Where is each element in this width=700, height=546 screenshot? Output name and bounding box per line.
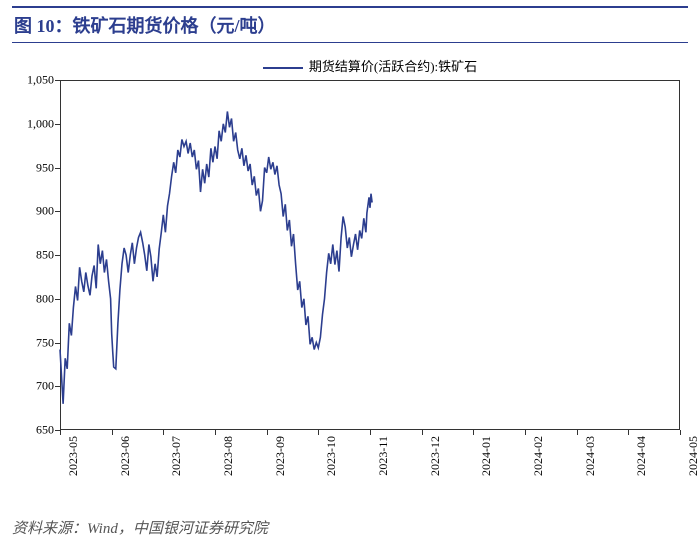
x-axis-tick — [525, 430, 526, 435]
y-axis-tick — [55, 80, 60, 81]
y-axis-label: 1,000 — [4, 116, 54, 131]
x-axis-label: 2023-06 — [118, 436, 133, 476]
y-axis-label: 950 — [4, 160, 54, 175]
x-axis-tick — [370, 430, 371, 435]
line-series — [60, 80, 680, 430]
x-axis-label: 2023-05 — [66, 436, 81, 476]
x-axis-tick — [680, 430, 681, 435]
x-axis-label: 2024-04 — [634, 436, 649, 476]
y-axis-label: 1,050 — [4, 73, 54, 88]
y-axis-tick — [55, 386, 60, 387]
y-axis-label: 750 — [4, 335, 54, 350]
x-axis-tick — [215, 430, 216, 435]
figure-container: 图 10：铁矿石期货价格（元/吨） 期货结算价(活跃合约):铁矿石 650700… — [0, 0, 700, 546]
x-axis-label: 2023-07 — [169, 436, 184, 476]
x-axis-tick — [422, 430, 423, 435]
x-axis-label: 2024-03 — [583, 436, 598, 476]
x-axis-label: 2023-12 — [428, 436, 443, 476]
x-axis-tick — [60, 430, 61, 435]
source-text: 资料来源：Wind，中国银河证券研究院 — [12, 517, 268, 538]
legend-label: 期货结算价(活跃合约):铁矿石 — [309, 59, 477, 74]
x-axis-label: 2023-10 — [324, 436, 339, 476]
chart-title: 图 10：铁矿石期货价格（元/吨） — [14, 12, 276, 38]
y-axis-label: 700 — [4, 379, 54, 394]
y-axis-tick — [55, 124, 60, 125]
y-axis-tick — [55, 299, 60, 300]
y-axis-label: 850 — [4, 248, 54, 263]
plot-area: 6507007508008509009501,0001,0502023-0520… — [60, 80, 680, 430]
y-axis-label: 900 — [4, 204, 54, 219]
x-axis-tick — [318, 430, 319, 435]
x-axis-label: 2023-11 — [376, 436, 391, 476]
x-axis-tick — [473, 430, 474, 435]
x-axis-tick — [628, 430, 629, 435]
x-axis-tick — [267, 430, 268, 435]
legend: 期货结算价(活跃合约):铁矿石 — [60, 56, 680, 75]
x-axis-label: 2024-05 — [686, 436, 700, 476]
chart-area: 期货结算价(活跃合约):铁矿石 6507007508008509009501,0… — [60, 56, 680, 456]
y-axis-tick — [55, 168, 60, 169]
title-bar: 图 10：铁矿石期货价格（元/吨） — [12, 6, 688, 43]
x-axis-label: 2023-08 — [221, 436, 236, 476]
y-axis-tick — [55, 343, 60, 344]
legend-line-icon — [263, 67, 303, 69]
y-axis-label: 800 — [4, 291, 54, 306]
y-axis-tick — [55, 255, 60, 256]
y-axis-tick — [55, 211, 60, 212]
x-axis-tick — [163, 430, 164, 435]
x-axis-tick — [577, 430, 578, 435]
y-axis-label: 650 — [4, 423, 54, 438]
x-axis-tick — [112, 430, 113, 435]
x-axis-label: 2024-01 — [479, 436, 494, 476]
x-axis-label: 2024-02 — [531, 436, 546, 476]
x-axis-label: 2023-09 — [273, 436, 288, 476]
